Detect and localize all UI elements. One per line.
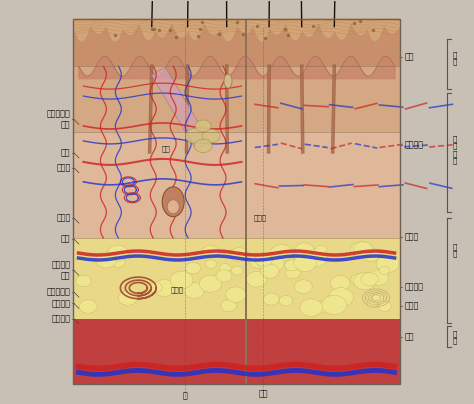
Polygon shape (151, 67, 210, 150)
Text: 皮
下
組
織: 皮 下 組 織 (452, 136, 457, 164)
Ellipse shape (367, 300, 377, 308)
Ellipse shape (230, 248, 248, 261)
Ellipse shape (154, 280, 175, 297)
Text: 毛母: 毛母 (61, 148, 71, 158)
Ellipse shape (202, 246, 219, 258)
Text: 表皮突起: 表皮突起 (52, 299, 71, 308)
Ellipse shape (259, 253, 284, 273)
Bar (73, 238, 400, 318)
Ellipse shape (330, 276, 350, 291)
Text: 乳頭下層: 乳頭下層 (404, 282, 423, 291)
Text: 角層: 角層 (404, 332, 414, 341)
Bar (73, 132, 400, 238)
Ellipse shape (76, 275, 91, 287)
Ellipse shape (362, 248, 380, 262)
Text: 汗孔: 汗孔 (258, 389, 268, 398)
Ellipse shape (294, 280, 312, 294)
Text: 毛: 毛 (182, 391, 187, 400)
Ellipse shape (295, 243, 314, 257)
Ellipse shape (170, 271, 193, 289)
Ellipse shape (361, 273, 378, 286)
Bar (73, 66, 400, 132)
Ellipse shape (310, 301, 327, 314)
Ellipse shape (293, 252, 307, 262)
Ellipse shape (224, 74, 232, 88)
Ellipse shape (300, 299, 323, 316)
Text: 毛漏斗: 毛漏斗 (171, 286, 184, 293)
Text: 乳頭層: 乳頭層 (404, 301, 419, 310)
Ellipse shape (255, 253, 273, 266)
Ellipse shape (354, 273, 376, 290)
Text: 網状層: 網状層 (404, 233, 419, 242)
Ellipse shape (294, 254, 317, 271)
Ellipse shape (195, 120, 211, 132)
Ellipse shape (315, 245, 327, 254)
Ellipse shape (194, 139, 212, 153)
Ellipse shape (108, 245, 128, 261)
Text: 表
皮: 表 皮 (452, 330, 457, 344)
Text: 真
皮: 真 皮 (452, 244, 457, 257)
Text: 皮下脂肪: 皮下脂肪 (404, 140, 423, 149)
Text: 真皮乳頭: 真皮乳頭 (52, 314, 71, 323)
Ellipse shape (96, 252, 117, 268)
Ellipse shape (184, 283, 204, 298)
Ellipse shape (221, 300, 237, 312)
Ellipse shape (110, 256, 125, 267)
Bar (73, 19, 400, 384)
Ellipse shape (202, 129, 220, 143)
Ellipse shape (167, 200, 179, 214)
Ellipse shape (376, 255, 399, 273)
Ellipse shape (372, 293, 384, 303)
Ellipse shape (232, 266, 243, 275)
Text: 筋
層: 筋 層 (452, 51, 457, 65)
Text: 毛乳頭: 毛乳頭 (56, 163, 71, 172)
Ellipse shape (205, 260, 217, 268)
Ellipse shape (279, 295, 293, 306)
Ellipse shape (351, 242, 370, 257)
Bar (246, 19, 247, 384)
Ellipse shape (149, 282, 162, 293)
Ellipse shape (79, 300, 97, 313)
Bar (400, 19, 471, 384)
Ellipse shape (328, 288, 354, 307)
Ellipse shape (249, 252, 270, 269)
Text: エクリン
汗腺: エクリン 汗腺 (52, 261, 71, 280)
Ellipse shape (200, 275, 222, 292)
Ellipse shape (246, 271, 267, 287)
Text: 表皮基底膜: 表皮基底膜 (47, 288, 71, 297)
Ellipse shape (226, 287, 246, 303)
Bar (73, 19, 400, 66)
Ellipse shape (162, 187, 184, 217)
Ellipse shape (219, 264, 231, 272)
Text: 筋肉: 筋肉 (404, 53, 414, 61)
Ellipse shape (353, 242, 373, 257)
Bar (73, 318, 400, 384)
Ellipse shape (118, 291, 137, 305)
Text: 脂腺: 脂腺 (61, 235, 71, 244)
Ellipse shape (271, 244, 292, 261)
Ellipse shape (378, 301, 392, 311)
Ellipse shape (216, 270, 232, 282)
Text: 毛球: 毛球 (161, 145, 170, 152)
Ellipse shape (285, 260, 299, 271)
Ellipse shape (379, 267, 390, 275)
Ellipse shape (185, 262, 201, 274)
Ellipse shape (351, 274, 366, 285)
Ellipse shape (356, 246, 369, 256)
Ellipse shape (321, 295, 346, 315)
Text: 毛嚢起: 毛嚢起 (254, 215, 267, 221)
Text: アポクリン
汗腺: アポクリン 汗腺 (47, 110, 71, 129)
Text: 立毛筋: 立毛筋 (56, 214, 71, 223)
Ellipse shape (303, 248, 327, 267)
Ellipse shape (185, 128, 205, 143)
Ellipse shape (261, 264, 279, 278)
Ellipse shape (264, 293, 279, 305)
Ellipse shape (285, 267, 301, 279)
Ellipse shape (331, 290, 350, 305)
Ellipse shape (369, 270, 389, 285)
